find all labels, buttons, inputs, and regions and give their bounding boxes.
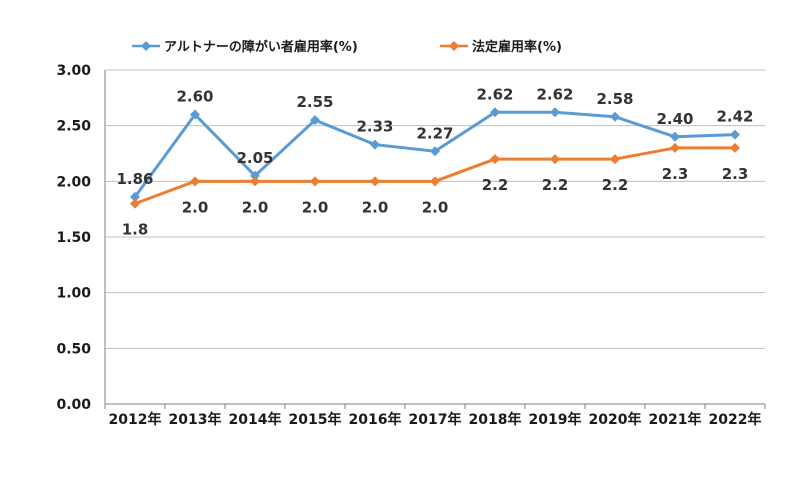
data-label-series-1: 2.0: [182, 198, 209, 216]
y-tick-label: 2.50: [56, 119, 91, 135]
data-point-series-1: [550, 154, 560, 165]
data-point-series-1: [730, 142, 740, 153]
x-tick-label: 2020年: [589, 411, 642, 428]
x-tick-label: 2018年: [469, 411, 522, 428]
y-tick-label: 3.00: [56, 63, 91, 79]
data-point-series-0: [550, 107, 560, 118]
data-label-series-1: 2.2: [542, 176, 569, 194]
x-tick-label: 2022年: [709, 411, 762, 428]
y-tick-label: 0.00: [56, 397, 91, 413]
legend: アルトナーの障がい者雇用率(%) 法定雇用率(%): [132, 39, 562, 55]
data-label-series-0: 2.05: [236, 149, 273, 167]
x-tick-label: 2017年: [409, 411, 462, 428]
data-label-series-1: 2.3: [662, 165, 689, 183]
data-label-series-1: 2.0: [422, 198, 449, 216]
data-point-series-0: [130, 191, 140, 202]
data-label-series-1: 2.2: [602, 176, 629, 194]
x-tick-label: 2016年: [349, 411, 402, 428]
data-label-series-0: 2.58: [596, 90, 633, 108]
x-tick-label: 2014年: [229, 411, 282, 428]
x-tick-label: 2015年: [289, 411, 342, 428]
data-point-series-1: [310, 176, 320, 187]
data-point-series-0: [370, 139, 380, 150]
series-line-1: [134, 146, 735, 206]
data-point-series-0: [610, 111, 620, 122]
data-labels: 1.86 2.60 2.05 2.55 2.33 2.27 2.62 2.62 2.58 2.40…: [116, 85, 753, 238]
legend-item-series-1: 法定雇用率(%): [440, 39, 562, 55]
y-tick-label: 2.00: [56, 174, 91, 190]
data-point-series-0: [670, 131, 680, 142]
data-label-series-1: 2.3: [722, 165, 749, 183]
x-axis-ticks: 2012年 2013年 2014年 2015年 2016年 2017年 2018年 2019年…: [109, 411, 762, 428]
data-label-series-0: 2.62: [536, 85, 573, 103]
data-label-series-0: 1.86: [116, 170, 153, 188]
series-group: [130, 107, 740, 209]
data-label-series-1: 1.8: [122, 221, 149, 239]
legend-label-series-0: アルトナーの障がい者雇用率(%): [164, 39, 358, 55]
data-point-series-1: [490, 154, 500, 165]
data-label-series-0: 2.27: [416, 124, 453, 142]
x-tick-label: 2021年: [649, 411, 702, 428]
data-point-series-1: [610, 154, 620, 165]
data-label-series-0: 2.62: [476, 85, 513, 103]
data-label-series-0: 2.33: [356, 118, 393, 136]
data-point-series-1: [670, 142, 680, 153]
data-point-series-0: [430, 146, 440, 157]
data-label-series-0: 2.40: [656, 110, 693, 128]
data-label-series-1: 2.0: [362, 198, 389, 216]
data-label-series-1: 2.0: [302, 198, 329, 216]
legend-label-series-1: 法定雇用率(%): [472, 39, 562, 55]
data-point-series-1: [370, 176, 380, 187]
data-point-series-1: [250, 176, 260, 187]
data-label-series-0: 2.55: [296, 93, 333, 111]
data-label-series-0: 2.42: [716, 108, 753, 126]
data-point-series-0: [250, 170, 260, 181]
y-tick-label: 0.50: [56, 341, 91, 357]
data-point-series-0: [490, 107, 500, 118]
legend-item-series-0: アルトナーの障がい者雇用率(%): [132, 39, 358, 55]
x-tick-label: 2019年: [529, 411, 582, 428]
data-label-series-1: 2.0: [242, 198, 269, 216]
data-point-series-0: [190, 109, 200, 120]
x-tick-label: 2012年: [109, 411, 162, 428]
data-point-series-1: [430, 176, 440, 187]
y-axis-ticks: 0.00 0.50 1.00 1.50 2.00 2.50 3.00: [56, 63, 91, 413]
axes: [104, 70, 766, 409]
data-point-series-0: [310, 115, 320, 126]
y-tick-label: 1.00: [56, 286, 91, 302]
data-point-series-1: [130, 198, 140, 209]
data-label-series-1: 2.2: [482, 176, 509, 194]
data-label-series-0: 2.60: [176, 88, 213, 106]
data-point-series-1: [190, 176, 200, 187]
y-tick-label: 1.50: [56, 230, 91, 246]
data-point-series-0: [730, 129, 740, 140]
x-tick-label: 2013年: [169, 411, 222, 428]
